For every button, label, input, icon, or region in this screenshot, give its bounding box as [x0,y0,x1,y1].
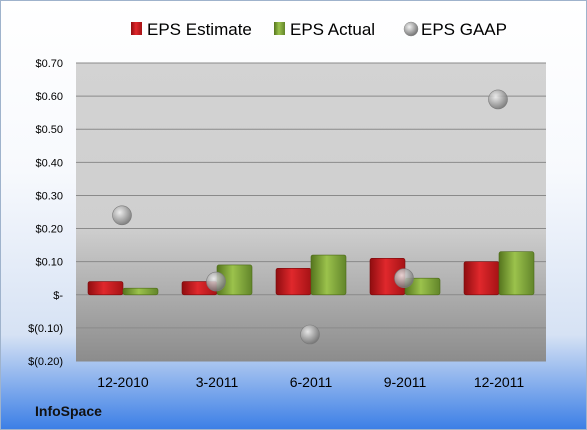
legend: EPS Estimate EPS Actual EPS GAAP [131,20,507,39]
legend-swatch [403,21,419,37]
y-tick-label: $0.40 [35,157,63,169]
eps-actual-bar [498,251,535,296]
eps-actual-bar [122,287,159,296]
eps-gaap-point [300,324,320,345]
y-tick-label: $0.20 [35,224,63,236]
legend-label: EPS Estimate [147,20,252,39]
legend-label: EPS GAAP [421,20,507,39]
y-tick-label: $0.60 [35,91,63,103]
eps-gaap-point [488,89,508,110]
y-tick-label: $- [53,290,63,302]
eps-estimate-bar [275,267,312,296]
x-tick-label: 6-2011 [290,374,333,390]
eps-gaap-point [112,205,132,226]
y-tick-label: $0.10 [35,257,63,269]
plot-area [76,63,546,361]
legend-label: EPS Actual [290,20,375,39]
x-tick-label: 12-2011 [474,374,525,390]
legend-swatch [131,22,142,35]
y-tick-label: $0.50 [35,124,63,136]
x-tick-label: 3-2011 [196,374,239,390]
y-axis: $0.70 $0.60 $0.50 $0.40 $0.30 $0.20 $0.10 $- $(0… [28,58,63,368]
gaap-points [112,89,508,345]
eps-estimate-bar [87,281,124,296]
x-tick-label: 12-2010 [97,374,149,390]
company-name: InfoSpace [35,403,102,419]
eps-actual-bar [310,254,347,296]
legend-swatch [274,22,285,35]
y-tick-label: $(0.20) [28,356,63,368]
y-tick-label: $0.70 [35,58,63,70]
x-axis: 12-2010 3-2011 6-2011 9-2011 12-2011 [97,374,524,390]
eps-gaap-point [206,271,226,292]
y-tick-label: $(0.10) [28,323,63,335]
x-tick-label: 9-2011 [384,374,427,390]
eps-estimate-bar [463,261,500,296]
bars [87,251,535,296]
eps-gaap-point [394,268,414,289]
y-tick-label: $0.30 [35,190,63,202]
